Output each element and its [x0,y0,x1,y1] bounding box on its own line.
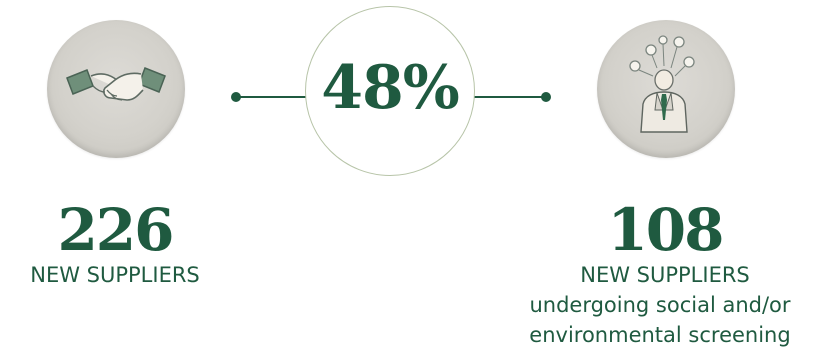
handshake-badge [47,20,185,158]
percentage-value: 48% [321,53,460,123]
right-stat-label: NEW SUPPLIERS [580,263,750,287]
right-stat-description-line1: undergoing social and/or [529,293,791,317]
left-connector-dot [231,92,241,102]
percentage-circle: 48% [305,6,475,176]
right-stat-number: 108 [607,196,724,264]
thinking-person-badge [597,20,735,158]
right-connector-dot [541,92,551,102]
left-stat-number: 226 [57,196,174,264]
thinking-person-icon [629,35,695,133]
right-stat-description-line2: environmental screening [529,323,791,347]
handshake-icon [66,67,166,101]
left-stat-label: NEW SUPPLIERS [30,263,200,287]
